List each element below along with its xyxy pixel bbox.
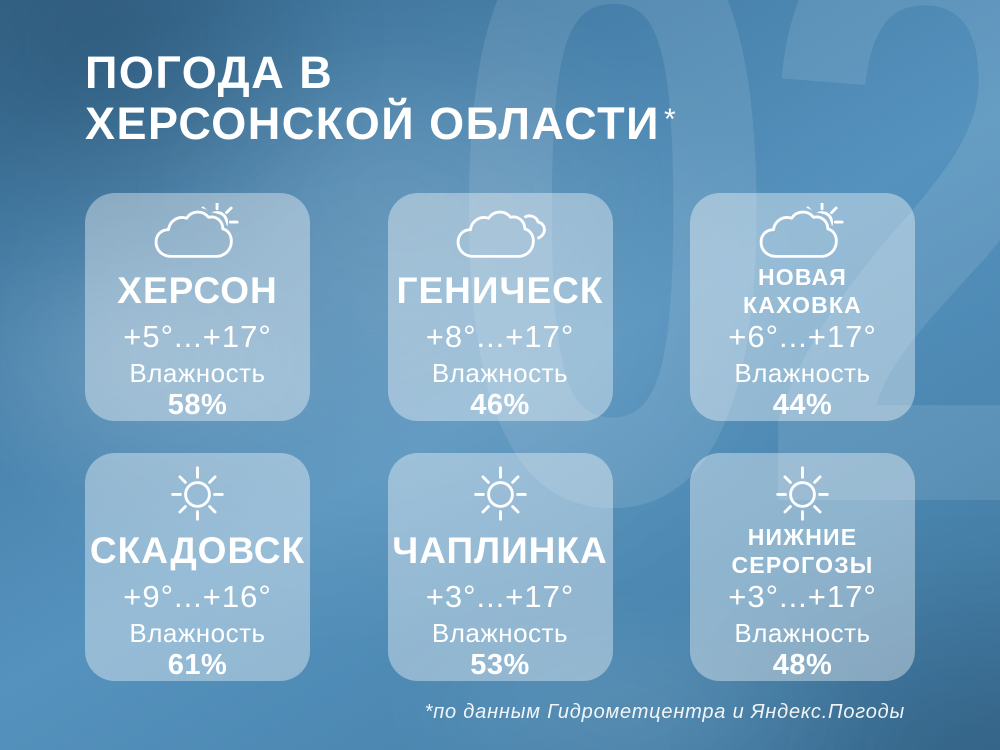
city-name: ГЕНИЧЕСК xyxy=(396,270,604,312)
humidity-value: 58% xyxy=(167,389,228,421)
city-name: СКАДОВСК xyxy=(89,530,306,572)
humidity-value: 53% xyxy=(470,649,530,681)
humidity-label: Влажность xyxy=(431,618,569,648)
temperature-range: +5°...+17° xyxy=(123,319,272,354)
data-source-footnote: *по данным Гидрометцентра и Яндекс.Погод… xyxy=(424,701,905,723)
weather-card-kherson: ХЕРСОН +5°...+17° Влажность 58% xyxy=(85,193,310,421)
humidity-label: Влажность xyxy=(129,618,266,648)
temperature-range: +3°...+17° xyxy=(425,579,575,614)
weather-card-nizhnie-serogozy: НИЖНИЕ СЕРОГОЗЫ +3°...+17° Влажность 48% xyxy=(690,453,915,681)
partly-cloudy-icon xyxy=(152,203,244,264)
city-name: НИЖНИЕ СЕРОГОЗЫ xyxy=(731,524,874,578)
city-name: НОВАЯ КАХОВКА xyxy=(743,264,862,318)
weather-card-chaplynka: ЧАПЛИНКА +3°...+17° Влажность 53% xyxy=(387,453,613,681)
temperature-range: +3°...+17° xyxy=(728,579,877,614)
temperature-range: +6°...+17° xyxy=(728,319,877,354)
cards-grid: ХЕРСОН +5°...+17° Влажность 58% ГЕНИЧЕСК… xyxy=(85,193,915,681)
humidity-label: Влажность xyxy=(129,358,266,388)
humidity-label: Влажность xyxy=(734,618,871,648)
sunny-icon xyxy=(772,463,833,524)
watermark-number: 02 xyxy=(445,0,1000,679)
humidity-label: Влажность xyxy=(431,358,569,388)
weather-card-genichesk: ГЕНИЧЕСК +8°...+17° Влажность 46% xyxy=(387,193,613,421)
weather-card-novaya-kakhovka: НОВАЯ КАХОВКА +6°...+17° Влажность 44% xyxy=(690,193,915,421)
temperature-range: +8°...+17° xyxy=(425,319,575,354)
humidity-value: 48% xyxy=(772,649,833,681)
cloudy-icon xyxy=(454,203,546,264)
partly-cloudy-icon xyxy=(757,203,849,264)
city-name: ХЕРСОН xyxy=(117,270,278,312)
page-title-line1: ПОГОДА В xyxy=(85,47,334,98)
humidity-label: Влажность xyxy=(734,358,871,388)
sunny-icon xyxy=(167,463,228,524)
humidity-value: 61% xyxy=(167,649,228,681)
header: ПОГОДА В ХЕРСОНСКОЙ ОБЛАСТИ * xyxy=(85,47,676,149)
sunny-icon xyxy=(470,463,531,524)
humidity-value: 44% xyxy=(772,389,833,421)
page-title: ПОГОДА В ХЕРСОНСКОЙ ОБЛАСТИ * xyxy=(85,47,676,149)
city-name: ЧАПЛИНКА xyxy=(392,530,608,572)
footnote-asterisk: * xyxy=(664,103,678,136)
weather-card-skadovsk: СКАДОВСК +9°...+16° Влажность 61% xyxy=(85,453,310,681)
page-title-line2: ХЕРСОНСКОЙ ОБЛАСТИ * xyxy=(85,98,676,149)
humidity-value: 46% xyxy=(470,389,530,421)
temperature-range: +9°...+16° xyxy=(123,579,272,614)
